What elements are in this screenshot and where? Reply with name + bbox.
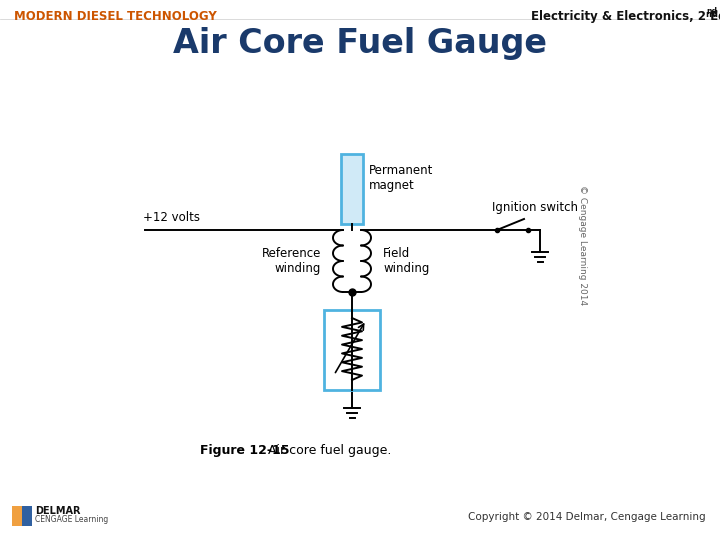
Text: Electricity & Electronics, 2: Electricity & Electronics, 2 <box>531 10 706 23</box>
Text: +12 volts: +12 volts <box>143 211 200 224</box>
Text: Copyright © 2014 Delmar, Cengage Learning: Copyright © 2014 Delmar, Cengage Learnin… <box>469 512 706 522</box>
Text: Edition: Edition <box>706 10 720 23</box>
Text: Permanent
magnet: Permanent magnet <box>369 165 433 192</box>
Text: Ignition switch: Ignition switch <box>492 201 578 214</box>
Text: MODERN DIESEL TECHNOLOGY: MODERN DIESEL TECHNOLOGY <box>14 10 217 23</box>
Text: nd: nd <box>706 7 717 16</box>
Text: Air core fuel gauge.: Air core fuel gauge. <box>264 444 392 457</box>
Text: Air Core Fuel Gauge: Air Core Fuel Gauge <box>173 27 547 60</box>
Text: Field
winding: Field winding <box>383 247 429 275</box>
Text: © Cengage Learning 2014: © Cengage Learning 2014 <box>577 185 587 305</box>
Bar <box>12 506 22 526</box>
Text: Figure 12-15: Figure 12-15 <box>200 444 289 457</box>
Bar <box>22 506 32 526</box>
Bar <box>341 154 363 224</box>
Bar <box>324 310 380 390</box>
Text: CENGAGE Learning: CENGAGE Learning <box>35 515 108 524</box>
Text: Reference
winding: Reference winding <box>261 247 321 275</box>
Text: nd Edition: nd Edition <box>706 10 720 19</box>
Text: DELMAR: DELMAR <box>35 506 81 516</box>
